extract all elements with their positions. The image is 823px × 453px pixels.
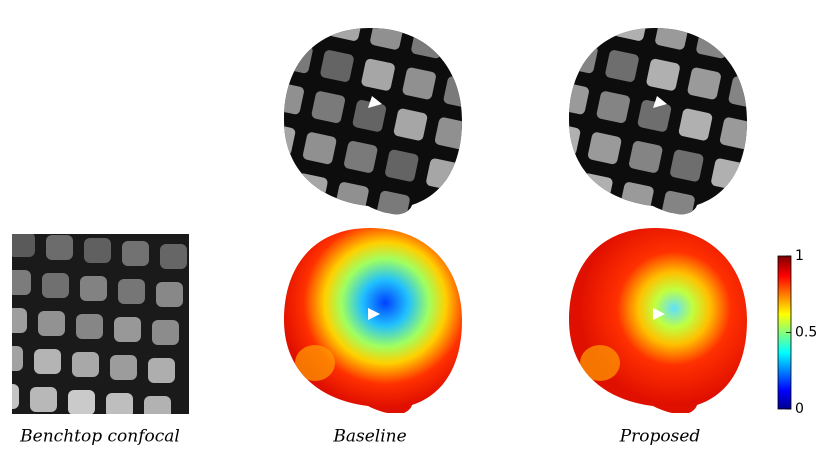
cell [537,164,572,198]
cell [42,273,69,298]
cell [563,40,598,74]
figure: 0 0.5 1 Benchtop confocal Baseline Propose… [0,0,823,453]
cell [84,238,111,263]
cell [451,34,486,68]
tick-label: 1 [795,248,804,264]
reconstruction [252,0,486,232]
cell [110,355,137,380]
caption: Benchtop confocal [19,427,180,447]
cell [278,40,313,74]
cell [118,279,145,304]
cell [152,320,179,345]
heat-patch [580,345,620,381]
images [0,0,772,421]
confocal-image [0,232,189,421]
tick-label: 0.5 [795,325,817,341]
cell [144,396,171,421]
reconstruction [537,0,771,232]
cell [106,393,133,418]
cell [72,352,99,377]
cell [114,317,141,342]
cell [0,308,27,333]
cell [76,314,103,339]
cell [572,0,607,33]
cell [702,199,737,233]
cell [30,387,57,412]
cell [736,34,771,68]
cell [417,199,452,233]
cell [287,0,322,33]
cell [160,244,187,269]
heat-patch [295,345,335,381]
cell [38,311,65,336]
cell [0,346,23,371]
cell [0,384,19,409]
error-map [560,223,750,413]
tick-label: 0 [795,401,804,417]
cell [122,241,149,266]
cell [80,276,107,301]
cell [4,270,31,295]
cell [34,349,61,374]
cell [148,358,175,383]
cell [46,235,73,260]
caption: Baseline [332,427,406,447]
cell [156,282,183,307]
cell [8,232,35,257]
cell [68,390,95,415]
caption: Proposed [619,427,701,447]
error-map [275,223,465,413]
cell [252,164,287,198]
